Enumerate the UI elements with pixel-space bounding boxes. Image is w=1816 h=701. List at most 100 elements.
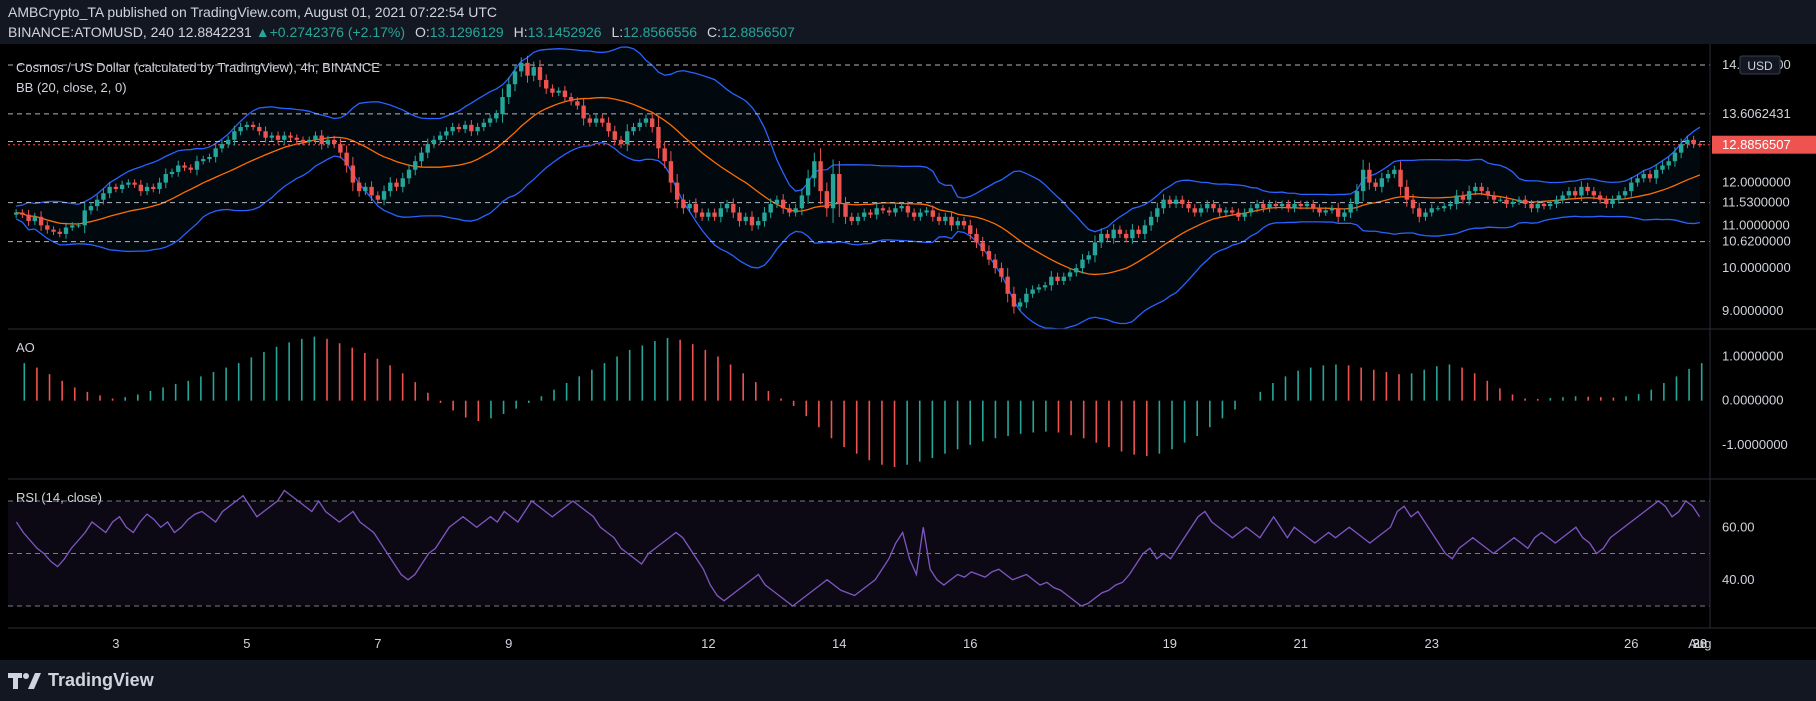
candle-body <box>232 131 237 140</box>
candle-body <box>1286 203 1291 209</box>
candle-body <box>568 97 574 102</box>
candle-body <box>1554 199 1559 204</box>
time-tick-label: 5 <box>243 636 250 651</box>
candle-body <box>793 208 798 213</box>
candle-body <box>731 203 736 213</box>
time-tick-label: 28 <box>1693 636 1707 651</box>
candle-body <box>1336 208 1341 217</box>
chart-background <box>0 44 1816 660</box>
candle-body <box>1423 212 1428 217</box>
candle-body <box>656 126 661 149</box>
candle-body <box>375 195 380 200</box>
candle-body <box>1454 195 1459 204</box>
candle-body <box>1030 289 1035 294</box>
candle-body <box>1641 174 1646 179</box>
time-tick-label: 16 <box>963 636 977 651</box>
candle-body <box>618 139 624 145</box>
tradingview-brand: TradingView <box>48 670 154 690</box>
candle-body <box>612 131 617 140</box>
high-value: 13.1452926 <box>527 24 602 40</box>
tradingview-logo[interactable]: TradingView <box>8 670 154 691</box>
candle-body <box>1186 203 1191 209</box>
candle-body <box>911 212 917 217</box>
low-value: 12.8566556 <box>623 24 698 40</box>
candle-body <box>300 139 306 142</box>
candle-body <box>880 208 886 211</box>
candle-body <box>756 221 761 226</box>
candle-body <box>113 186 119 189</box>
candle-body <box>724 203 730 209</box>
candle-body <box>481 122 487 127</box>
candle-body <box>356 182 362 192</box>
candle-body <box>874 208 879 215</box>
candle-body <box>1311 203 1316 209</box>
candle-body <box>1005 276 1010 294</box>
candle-body <box>51 229 56 232</box>
candle-body <box>899 206 904 209</box>
candle-body <box>1298 203 1303 207</box>
price-tick-label: 9.0000000 <box>1722 303 1783 318</box>
candle-body <box>494 114 499 119</box>
candle-body <box>924 210 929 213</box>
candle-body <box>699 212 705 217</box>
level-label: 11.5300000 <box>1722 195 1790 210</box>
time-tick-label: 3 <box>112 636 119 651</box>
current-price: 12.8842231 <box>177 24 252 40</box>
candle-body <box>974 233 979 243</box>
candle-body <box>63 227 69 234</box>
candle-body <box>225 139 231 145</box>
time-tick-label: 23 <box>1424 636 1438 651</box>
candle-body <box>1099 233 1104 243</box>
publisher-name[interactable]: AMBCrypto_TA <box>8 4 104 20</box>
candle-body <box>1136 229 1141 234</box>
ao-pane[interactable] <box>23 336 1703 467</box>
candle-body <box>1635 178 1640 183</box>
chart-canvas[interactable]: 14.750000013.606243112.960000011.5300000… <box>0 44 1816 660</box>
candle-body <box>425 144 430 153</box>
candle-body <box>1236 212 1241 217</box>
candle-body <box>431 139 437 145</box>
candle-body <box>868 212 873 215</box>
candle-body <box>1479 186 1484 192</box>
candle-body <box>469 124 474 132</box>
ao-tick-label: 1.0000000 <box>1722 349 1783 364</box>
candle-body <box>893 208 898 213</box>
candle-body <box>562 90 568 98</box>
time-axis[interactable]: 14.750000013.606243112.960000011.5300000… <box>8 44 1816 651</box>
candle-body <box>1616 195 1621 200</box>
candle-body <box>662 148 667 162</box>
price-pane[interactable] <box>8 46 1710 330</box>
candle-body <box>394 182 399 187</box>
candle-body <box>556 90 561 93</box>
candle-body <box>1173 199 1179 204</box>
close-value: 12.8856507 <box>720 24 795 40</box>
last-price-badge <box>1712 135 1816 154</box>
candle-body <box>818 161 823 192</box>
low-label: L: <box>611 24 624 40</box>
candle-body <box>575 101 580 106</box>
candle-body <box>905 206 911 213</box>
candle-body <box>45 225 50 230</box>
candle-body <box>718 208 723 217</box>
rsi-indicator-label: RSI (14, close) <box>16 490 102 505</box>
price-change: +0.2742376 (+2.17%) <box>269 24 406 40</box>
candle-body <box>244 124 250 127</box>
candle-body <box>593 118 599 123</box>
candle-body <box>1666 161 1671 166</box>
symbol-label: BINANCE:ATOMUSD, 240 <box>8 24 174 40</box>
candle-body <box>606 122 611 132</box>
candle-body <box>1273 203 1279 207</box>
time-tick-label: 14 <box>832 636 846 651</box>
candle-body <box>1192 208 1197 213</box>
close-label: C: <box>706 24 721 40</box>
currency-label: USD <box>1747 59 1773 73</box>
candle-body <box>1672 152 1678 162</box>
rsi-pane[interactable] <box>8 489 1710 607</box>
candle-body <box>400 178 405 187</box>
time-tick-label: Aug <box>1688 636 1711 651</box>
candle-body <box>144 186 150 192</box>
candle-body <box>369 186 374 196</box>
candle-body <box>780 199 786 209</box>
candle-body <box>1379 178 1385 187</box>
candle-body <box>1691 139 1696 145</box>
